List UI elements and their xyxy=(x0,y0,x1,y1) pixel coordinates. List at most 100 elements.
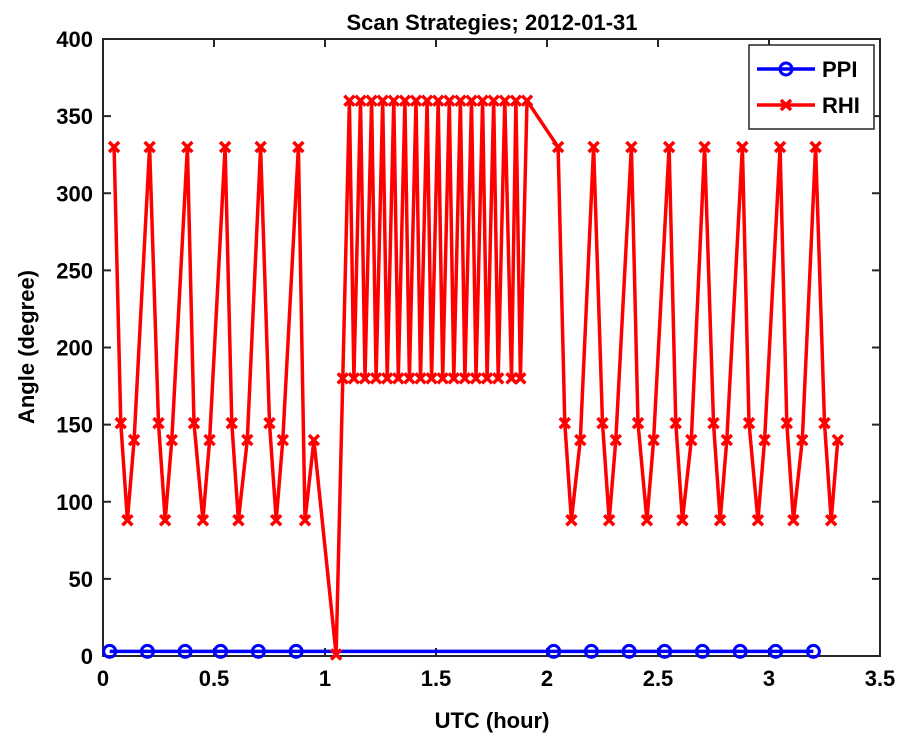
rhi-point xyxy=(707,416,720,430)
rhi-point xyxy=(480,372,494,385)
rhi-point xyxy=(298,514,312,527)
x-tick-label: 1 xyxy=(319,666,331,691)
ppi-point xyxy=(768,643,784,659)
series-layer xyxy=(102,94,845,661)
ppi-point xyxy=(694,643,710,659)
rhi-point xyxy=(232,514,245,527)
rhi-point xyxy=(181,140,194,154)
x-tick-label: 3 xyxy=(763,666,775,691)
rhi-point xyxy=(818,416,831,430)
rhi-point xyxy=(276,433,290,447)
rhi-point xyxy=(369,372,383,385)
rhi-point xyxy=(269,514,283,527)
rhi-point xyxy=(631,416,645,430)
rhi-point xyxy=(625,140,638,154)
y-tick-label: 200 xyxy=(56,336,93,361)
x-tick-label: 2 xyxy=(541,666,553,691)
y-tick-label: 50 xyxy=(69,567,93,592)
x-axis: 0 0.5 1 1.5 2 2.5 3 3.5 xyxy=(97,39,895,691)
rhi-point xyxy=(376,94,389,107)
rhi-point xyxy=(114,416,127,430)
rhi-point xyxy=(203,433,216,447)
ppi-point xyxy=(139,643,155,659)
rhi-point xyxy=(414,372,427,385)
ppi-point xyxy=(250,643,266,659)
rhi-point xyxy=(420,94,434,107)
rhi-point xyxy=(831,433,845,447)
rhi-point xyxy=(780,416,793,430)
rhi-point xyxy=(751,514,765,527)
rhi-point xyxy=(796,433,809,447)
rhi-point xyxy=(520,94,534,107)
rhi-point xyxy=(107,140,121,154)
ppi-point xyxy=(546,643,562,659)
rhi-point xyxy=(398,94,412,107)
legend-label-rhi: RHI xyxy=(822,93,860,118)
y-tick-label: 300 xyxy=(56,181,93,206)
rhi-point xyxy=(254,140,267,154)
x-tick-label: 0 xyxy=(97,666,109,691)
rhi-point xyxy=(443,94,456,107)
y-axis: 0 50 100 150 200 250 300 350 400 xyxy=(56,27,880,669)
rhi-line xyxy=(112,98,840,657)
rhi-point xyxy=(343,94,356,107)
rhi-point xyxy=(596,416,609,430)
rhi-point xyxy=(787,514,800,527)
rhi-point xyxy=(336,372,349,385)
rhi-point xyxy=(758,433,771,447)
rhi-point xyxy=(152,416,165,430)
rhi-point xyxy=(713,514,727,527)
rhi-point xyxy=(292,140,305,154)
ppi-point xyxy=(805,643,821,659)
x-axis-label: UTC (hour) xyxy=(435,708,550,733)
rhi-point xyxy=(431,94,445,107)
legend-box xyxy=(748,44,875,130)
rhi-point xyxy=(662,140,676,154)
rhi-point xyxy=(465,94,478,107)
rhi-point xyxy=(574,433,587,447)
y-tick-label: 350 xyxy=(56,104,93,129)
rhi-point xyxy=(609,433,623,447)
rhi-point xyxy=(127,433,141,447)
rhi-point xyxy=(640,514,654,527)
rhi-point xyxy=(165,433,179,447)
rhi-point xyxy=(425,372,438,385)
rhi-point xyxy=(773,140,787,154)
rhi-point xyxy=(121,514,134,527)
x-tick-label: 0.5 xyxy=(199,666,230,691)
series-ppi xyxy=(102,643,821,659)
rhi-point xyxy=(602,514,616,527)
rhi-point xyxy=(676,514,689,527)
legend-marker-ppi xyxy=(778,61,794,77)
rhi-point xyxy=(498,94,512,107)
rhi-point xyxy=(551,140,565,154)
ppi-point xyxy=(657,643,673,659)
rhi-point xyxy=(469,372,483,385)
legend: PPI RHI xyxy=(748,44,875,130)
rhi-point xyxy=(158,514,172,527)
rhi-point xyxy=(358,372,372,385)
rhi-point xyxy=(447,372,460,385)
rhi-point xyxy=(742,416,756,430)
rhi-point xyxy=(329,648,343,661)
rhi-point xyxy=(487,94,500,107)
rhi-point xyxy=(365,94,378,107)
rhi-point xyxy=(565,514,578,527)
ppi-point xyxy=(213,643,229,659)
ppi-point xyxy=(583,643,599,659)
rhi-point xyxy=(196,514,210,527)
y-tick-label: 150 xyxy=(56,413,93,438)
rhi-point xyxy=(558,416,571,430)
rhi-point xyxy=(458,372,472,385)
y-tick-label: 100 xyxy=(56,490,93,515)
ppi-point xyxy=(102,643,118,659)
ppi-point xyxy=(621,643,637,659)
rhi-point xyxy=(698,140,711,154)
rhi-point xyxy=(514,372,527,385)
rhi-point xyxy=(720,433,734,447)
rhi-point xyxy=(491,372,505,385)
rhi-point xyxy=(354,94,367,107)
x-tick-label: 2.5 xyxy=(643,666,674,691)
chart-title: Scan Strategies; 2012-01-31 xyxy=(346,10,637,35)
